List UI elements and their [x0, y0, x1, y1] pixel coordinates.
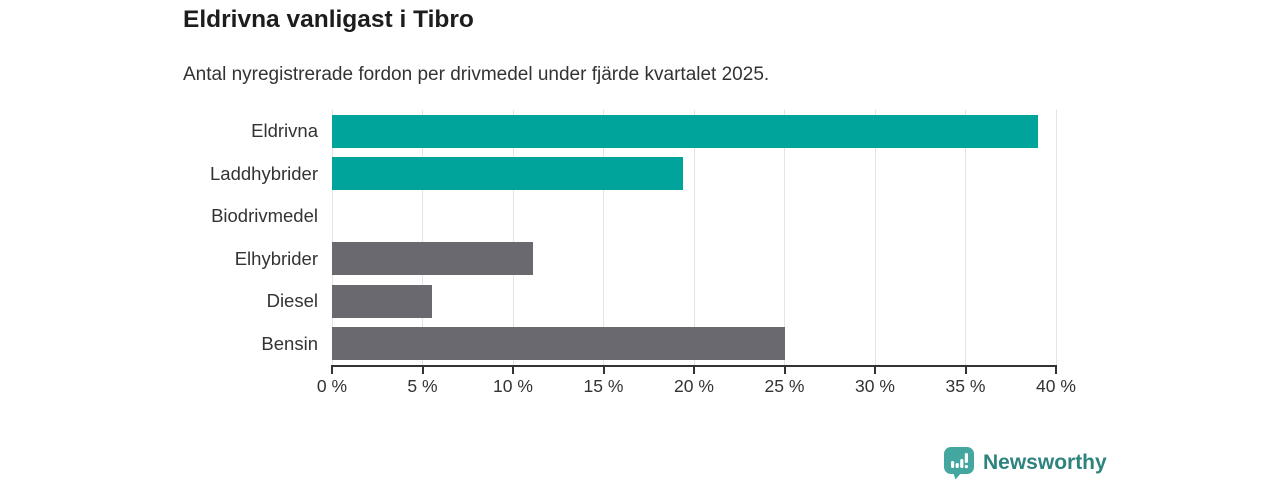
bar-laddhybrider [332, 157, 684, 191]
gridline [965, 110, 966, 365]
x-axis-ticks: 0 % 5 % 10 % 15 % 20 % 25 % 30 % 35 % 40 % [317, 365, 1076, 405]
x-tick [1055, 365, 1057, 374]
brand-name: Newsworthy [983, 451, 1107, 474]
gridline [1055, 110, 1057, 365]
x-tick [421, 365, 424, 374]
plot-area [331, 110, 1057, 365]
x-tick-label: 20 % [674, 376, 714, 396]
x-tick [874, 365, 876, 374]
x-tick-label: 40 % [1036, 376, 1076, 396]
gridline [874, 110, 876, 365]
gridline [331, 110, 333, 365]
x-tick [512, 365, 514, 374]
x-tick-label: 35 % [945, 376, 986, 396]
x-tick [602, 365, 605, 374]
category-label: Diesel [266, 290, 318, 311]
x-tick-label: 15 % [583, 376, 624, 396]
bar-diesel [332, 284, 432, 318]
chart-title: Eldrivna vanligast i Tibro [183, 6, 474, 33]
x-tick-label: 0 % [316, 376, 348, 396]
category-label: Eldrivna [251, 120, 318, 141]
bar-eldrivna [332, 114, 1038, 148]
category-label: Biodrivmedel [211, 205, 318, 226]
brand-footer: Newsworthy [943, 446, 1107, 480]
category-label: Laddhybrider [210, 162, 318, 184]
chart-subtitle: Antal nyregistrerade fordon per drivmede… [183, 64, 770, 85]
gridline [693, 110, 695, 365]
x-tick-label: 10 % [493, 376, 533, 396]
bar-bensin [332, 327, 785, 361]
x-tick [331, 365, 333, 374]
x-tick-label: 30 % [855, 376, 895, 396]
x-tick [693, 365, 695, 374]
category-label: Bensin [261, 332, 318, 354]
newsworthy-logo-icon [944, 447, 974, 480]
category-label: Elhybrider [234, 247, 318, 269]
x-tick-label: 25 % [764, 376, 805, 396]
gridline [422, 110, 423, 365]
x-tick [783, 365, 786, 374]
gridline [603, 110, 604, 365]
x-tick-label: 5 % [407, 376, 438, 396]
gridline [784, 110, 785, 365]
gridline [512, 110, 514, 365]
bar-elhybrider [332, 242, 533, 276]
x-tick [964, 365, 967, 374]
category-labels: Eldrivna Laddhybrider Biodrivmedel Elhybrid… [0, 110, 318, 365]
